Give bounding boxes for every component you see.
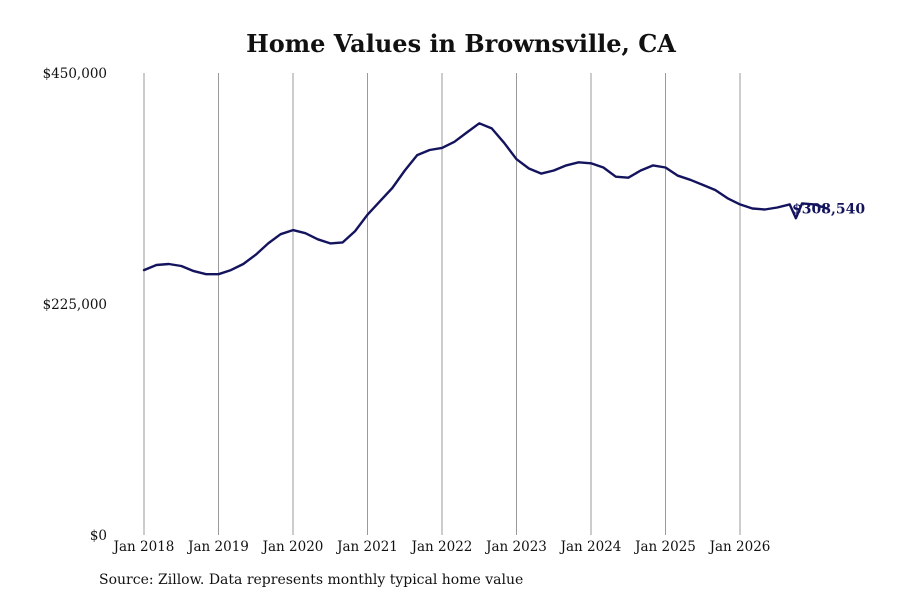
y-axis-tick-labels: $0 $225,000 $450,000 <box>43 66 107 544</box>
vertical-gridlines <box>143 73 741 535</box>
x-tick-label-2018: Jan 2018 <box>112 539 175 555</box>
x-tick-label-2024: Jan 2024 <box>559 539 622 555</box>
end-value-label: $308,540 <box>792 202 865 218</box>
y-tick-label: $450,000 <box>43 66 107 82</box>
source-note: Source: Zillow. Data represents monthly … <box>99 572 524 588</box>
x-tick-label-2019: Jan 2019 <box>186 539 249 555</box>
series-line <box>142 122 829 276</box>
y-tick-label: $0 <box>90 528 107 544</box>
x-tick-label-2020: Jan 2020 <box>261 539 324 555</box>
x-axis-tick-labels: Jan 2018 Jan 2019 Jan 2020 Jan 2021 Jan 2022… <box>112 539 771 555</box>
x-tick-label-2021: Jan 2021 <box>335 539 398 555</box>
chart-title: Home Values in Brownsville, CA <box>246 29 676 58</box>
x-tick-label-2025: Jan 2025 <box>633 539 696 555</box>
y-tick-label: $225,000 <box>43 297 107 313</box>
x-tick-label-2023: Jan 2023 <box>484 539 547 555</box>
x-tick-label-2022: Jan 2022 <box>410 539 473 555</box>
x-tick-label-2026: Jan 2026 <box>708 539 771 555</box>
